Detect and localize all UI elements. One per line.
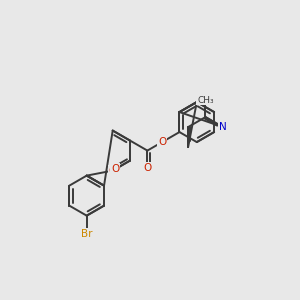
- Text: O: O: [143, 163, 152, 172]
- Text: CH₃: CH₃: [197, 95, 214, 104]
- Text: N: N: [219, 122, 227, 132]
- Text: O: O: [109, 166, 117, 176]
- Text: Br: Br: [81, 229, 92, 239]
- Text: O: O: [111, 164, 119, 174]
- Text: O: O: [158, 137, 166, 147]
